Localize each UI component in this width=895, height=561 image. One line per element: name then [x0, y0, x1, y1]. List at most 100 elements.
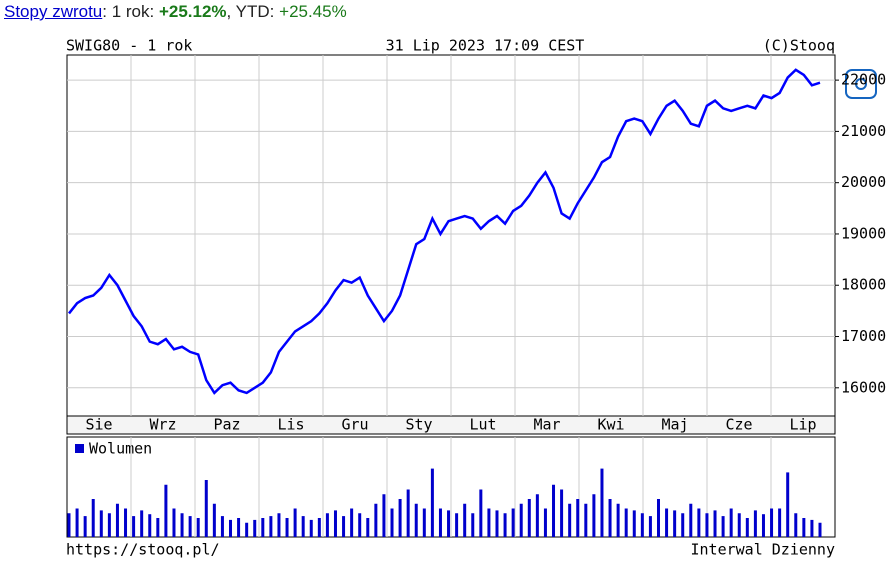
source: (C)Stooq: [763, 37, 835, 55]
volume-bar: [358, 513, 362, 537]
volume-bar: [463, 503, 467, 537]
volume-bar: [640, 513, 644, 537]
volume-bar: [479, 489, 483, 537]
volume-bar: [148, 514, 152, 537]
y-tick-label: 17000: [841, 327, 886, 345]
volume-bar: [624, 508, 628, 537]
camera-icon[interactable]: [845, 69, 877, 99]
volume-bar: [285, 518, 289, 537]
volume-bar: [366, 518, 370, 537]
ytd-return: +25.45%: [279, 2, 347, 21]
volume-bar: [737, 513, 741, 537]
volume-bar: [237, 518, 241, 537]
volume-bar: [697, 508, 701, 537]
x-tick-label: Paz: [213, 416, 240, 434]
volume-bar: [164, 484, 168, 537]
volume-bar: [220, 516, 224, 537]
volume-bar: [382, 494, 386, 537]
volume-bar: [301, 516, 305, 537]
icon-frame[interactable]: [845, 69, 877, 99]
volume-bar: [293, 508, 297, 537]
volume-bar: [503, 513, 507, 537]
volume-bar: [600, 468, 604, 537]
volume-bar: [91, 499, 95, 537]
x-tick-label: Lis: [277, 416, 304, 434]
volume-bar: [487, 508, 491, 537]
volume-bar: [471, 513, 475, 537]
x-tick-label: Maj: [661, 416, 688, 434]
volume-bar: [810, 519, 814, 537]
volume-legend-swatch: [75, 444, 84, 453]
volume-bar: [140, 510, 144, 537]
volume-bar: [99, 510, 103, 537]
volume-bar: [406, 489, 410, 537]
volume-bar: [592, 494, 596, 537]
returns-header: Stopy zwrotu: 1 rok: +25.12%, YTD: +25.4…: [4, 2, 347, 22]
volume-bar: [229, 519, 233, 537]
x-tick-label: Lip: [789, 416, 816, 434]
volume-bar: [172, 508, 176, 537]
returns-link[interactable]: Stopy zwrotu: [4, 2, 103, 21]
volume-bar: [132, 516, 136, 537]
volume-bar: [204, 480, 208, 537]
x-tick-label: Kwi: [597, 416, 624, 434]
y-tick-label: 21000: [841, 122, 886, 140]
volume-bar: [325, 513, 329, 537]
volume-bar: [124, 508, 128, 537]
volume-bar: [261, 518, 265, 537]
volume-bar: [527, 499, 531, 537]
x-tick-label: Sie: [85, 416, 112, 434]
volume-bar: [67, 513, 71, 537]
volume-bar: [342, 516, 346, 537]
volume-bar: [333, 510, 337, 537]
price-line: [68, 68, 821, 395]
volume-bar: [350, 508, 354, 537]
volume-bar: [608, 499, 612, 537]
volume-bar: [802, 518, 806, 537]
volume-bar: [495, 510, 499, 537]
volume-bar: [616, 503, 620, 537]
volume-bar: [188, 516, 192, 537]
x-tick-label: Sty: [405, 416, 432, 434]
volume-bar: [196, 518, 200, 537]
volume-bar: [673, 510, 677, 537]
sep: : 1 rok:: [102, 2, 159, 21]
volume-bar: [317, 518, 321, 537]
volume-bar: [656, 499, 660, 537]
volume-bar: [576, 499, 580, 537]
icon-lens[interactable]: [855, 78, 867, 90]
chart-date: 31 Lip 2023 17:09 CEST: [386, 37, 585, 55]
volume-bar: [729, 508, 733, 537]
volume-bar: [422, 508, 426, 537]
period-return: +25.12%: [158, 2, 227, 21]
x-tick-label: Cze: [725, 416, 752, 434]
x-tick-label: Wrz: [149, 416, 176, 434]
x-tick-label: Mar: [533, 416, 560, 434]
volume-bar: [552, 484, 556, 537]
volume-bar: [745, 518, 749, 537]
x-tick-label: Lut: [469, 416, 496, 434]
volume-bar: [761, 514, 765, 537]
volume-bar: [269, 516, 273, 537]
month-band: [66, 415, 836, 435]
volume-bar: [648, 516, 652, 537]
chart-title: SWIG80 - 1 rok: [66, 37, 192, 55]
volume-bar: [511, 508, 515, 537]
volume-bar: [543, 508, 547, 537]
volume-bar: [568, 503, 572, 537]
volume-bar: [212, 503, 216, 537]
volume-bar: [632, 510, 636, 537]
volume-bar: [681, 513, 685, 537]
volume-bar: [713, 510, 717, 537]
volume-bar: [115, 503, 119, 537]
volume-bar: [75, 508, 79, 537]
sep: , YTD:: [226, 2, 280, 21]
volume-bar: [107, 513, 111, 537]
volume-bar: [560, 489, 564, 537]
volume-bar: [721, 516, 725, 537]
y-tick-label: 20000: [841, 173, 886, 191]
volume-bar: [753, 510, 757, 537]
y-tick-label: 19000: [841, 224, 886, 242]
